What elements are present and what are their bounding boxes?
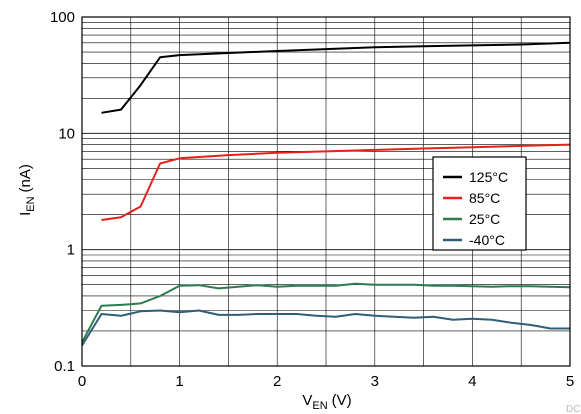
x-tick-labels: 0 1 2 3 4 5 <box>78 373 574 390</box>
legend-label: -40°C <box>469 232 505 248</box>
y-axis-label-unit: (nA) <box>17 164 34 192</box>
series-lines <box>81 41 571 347</box>
x-tick-label: 1 <box>175 373 183 390</box>
x-axis-label-sub: EN <box>312 400 327 412</box>
legend-label: 85°C <box>469 190 500 206</box>
series-line-2 <box>101 143 571 221</box>
legend-box <box>432 156 527 251</box>
y-axis-label: IEN (nA) <box>17 164 37 216</box>
y-axis-label-sub: EN <box>25 196 37 211</box>
x-tick-label: 2 <box>273 373 281 390</box>
x-axis-label-unit: (V) <box>332 392 352 409</box>
legend: 125°C 85°C 25°C -40°C <box>432 156 527 251</box>
y-tick-label: 100 <box>50 9 75 26</box>
series-line-3 <box>81 282 571 343</box>
x-tick-label: 4 <box>468 373 476 390</box>
y-tick-labels: 0.1 1 10 100 <box>50 9 75 375</box>
x-tick-label: 5 <box>566 373 574 390</box>
x-axis-label-main: V <box>302 392 312 409</box>
plot-frame <box>81 16 571 367</box>
y-tick-label: 1 <box>67 242 75 259</box>
y-axis-label-main: I <box>17 212 34 216</box>
watermark: DC <box>566 404 580 414</box>
y-tick-label: 10 <box>58 125 75 142</box>
series-line-1 <box>101 41 571 114</box>
x-tick-label: 3 <box>371 373 379 390</box>
x-tick-label: 0 <box>78 373 86 390</box>
legend-label: 25°C <box>469 211 500 227</box>
legend-label: 125°C <box>469 169 508 185</box>
y-tick-label: 0.1 <box>54 358 75 375</box>
series-line-4 <box>81 309 570 347</box>
x-axis-label: VEN (V) <box>302 392 351 412</box>
